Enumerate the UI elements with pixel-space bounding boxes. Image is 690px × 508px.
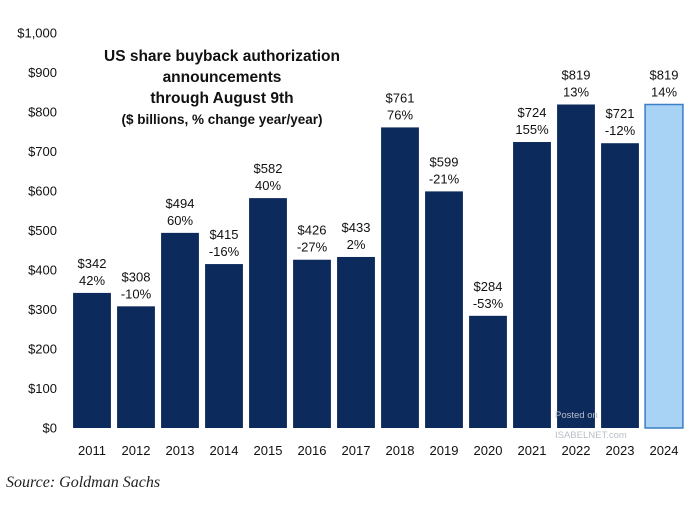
change-label-2023: -12% xyxy=(605,123,636,138)
change-label-2020: -53% xyxy=(473,296,504,311)
x-tick-label-2014: 2014 xyxy=(210,443,239,458)
value-label-2022: $819 xyxy=(562,67,591,82)
x-tick-label-2022: 2022 xyxy=(562,443,591,458)
watermark-line-2: ISABELNET.com xyxy=(555,430,627,441)
y-tick-label: $900 xyxy=(28,65,57,80)
y-tick-label: $0 xyxy=(43,421,57,436)
watermark-line-1: Posted on xyxy=(555,410,598,421)
y-tick-label: $800 xyxy=(28,105,57,120)
chart-title: US share buyback authorization announcem… xyxy=(104,48,340,127)
change-label-2015: 40% xyxy=(255,178,281,193)
bar-2020 xyxy=(469,315,507,428)
change-label-2012: -10% xyxy=(121,286,152,301)
value-label-2019: $599 xyxy=(430,154,459,169)
change-label-2021: 155% xyxy=(515,122,549,137)
bar-2012 xyxy=(117,306,155,428)
value-label-2012: $308 xyxy=(122,269,151,284)
source-note: Source: Goldman Sachs xyxy=(6,474,161,491)
change-label-2024: 14% xyxy=(651,84,677,99)
chart-subtitle: ($ billions, % change year/year) xyxy=(121,112,322,127)
change-label-2022: 13% xyxy=(563,84,589,99)
bar-2014 xyxy=(205,264,243,428)
x-tick-label-2011: 2011 xyxy=(78,443,106,458)
y-tick-label: $100 xyxy=(28,381,57,396)
y-axis: $0 $100 $200 $300 $400 $500 $600 $700 $800 $900 $1… xyxy=(17,26,57,436)
x-tick-label-2013: 2013 xyxy=(166,443,195,458)
data-labels: $342 42% $308 -10% $494 60% $415 -16% $582 40% $42… xyxy=(78,67,679,310)
y-tick-label: $1,000 xyxy=(17,26,57,41)
x-axis: 2011 2012 2013 2014 2015 2016 2017 2018 2019 2020… xyxy=(78,443,678,458)
x-tick-label-2012: 2012 xyxy=(122,443,151,458)
x-tick-label-2023: 2023 xyxy=(606,443,635,458)
x-tick-label-2021: 2021 xyxy=(518,443,547,458)
bar-2015 xyxy=(249,198,287,428)
value-label-2020: $284 xyxy=(474,279,503,294)
bar-chart: $0 $100 $200 $300 $400 $500 $600 $700 $800 $900 $1… xyxy=(17,26,684,458)
x-tick-label-2017: 2017 xyxy=(342,443,371,458)
value-label-2011: $342 xyxy=(78,256,107,271)
y-tick-label: $600 xyxy=(28,184,57,199)
y-tick-label: $400 xyxy=(28,263,57,278)
x-tick-label-2024: 2024 xyxy=(650,443,679,458)
title-line-3: through August 9th xyxy=(150,90,293,107)
bars xyxy=(73,103,684,429)
y-tick-label: $700 xyxy=(28,144,57,159)
chart: $0 $100 $200 $300 $400 $500 $600 $700 $800 $900 $1… xyxy=(17,26,684,458)
change-label-2016: -27% xyxy=(297,240,328,255)
value-label-2015: $582 xyxy=(254,161,283,176)
bar-2013 xyxy=(161,232,199,428)
value-label-2016: $426 xyxy=(298,223,327,238)
bar-2022 xyxy=(557,104,595,429)
y-tick-label: $300 xyxy=(28,302,57,317)
y-tick-label: $200 xyxy=(28,342,57,357)
bar-2018 xyxy=(381,127,419,428)
x-tick-label-2019: 2019 xyxy=(430,443,459,458)
x-tick-label-2015: 2015 xyxy=(254,443,283,458)
value-label-2024: $819 xyxy=(650,67,679,82)
y-tick-label: $500 xyxy=(28,223,57,238)
change-label-2011: 42% xyxy=(79,273,105,288)
value-label-2023: $721 xyxy=(606,106,635,121)
x-tick-label-2020: 2020 xyxy=(474,443,503,458)
watermark: Posted on ISABELNET.com xyxy=(555,410,627,441)
value-label-2021: $724 xyxy=(518,105,547,120)
change-label-2014: -16% xyxy=(209,244,240,259)
x-tick-label-2018: 2018 xyxy=(386,443,415,458)
bar-2011 xyxy=(73,292,111,428)
change-label-2017: 2% xyxy=(347,237,366,252)
bar-2017 xyxy=(337,256,375,428)
title-line-1: US share buyback authorization xyxy=(104,48,340,65)
value-label-2014: $415 xyxy=(210,227,239,242)
bar-2024 xyxy=(644,103,684,429)
value-label-2018: $761 xyxy=(386,90,415,105)
bar-2023 xyxy=(601,143,639,428)
change-label-2013: 60% xyxy=(167,213,193,228)
bar-2021 xyxy=(513,142,551,428)
change-label-2019: -21% xyxy=(429,171,460,186)
bar-2016 xyxy=(293,259,331,428)
bar-2019 xyxy=(425,191,463,428)
change-label-2018: 76% xyxy=(387,107,413,122)
value-label-2017: $433 xyxy=(342,220,371,235)
value-label-2013: $494 xyxy=(166,196,195,211)
x-tick-label-2016: 2016 xyxy=(298,443,327,458)
title-line-2: announcements xyxy=(163,69,282,86)
